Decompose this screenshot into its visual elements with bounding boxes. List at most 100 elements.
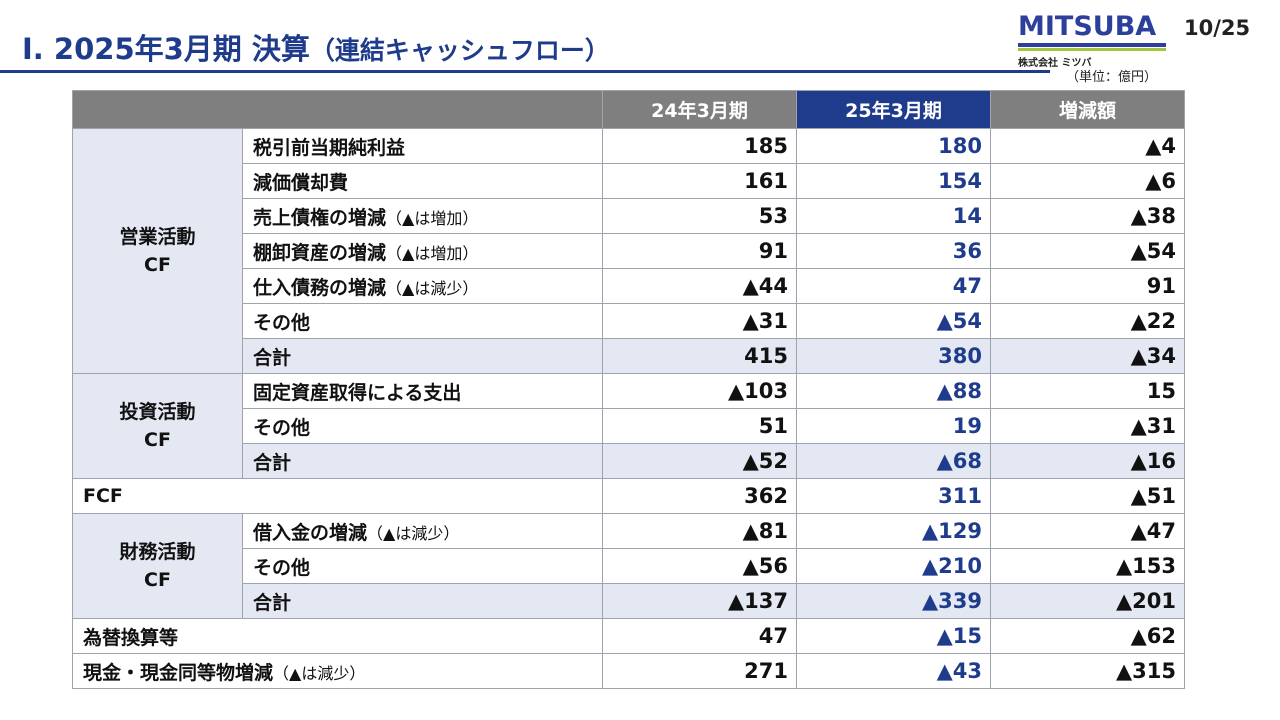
column-header-diff: 増減額 <box>990 90 1185 129</box>
value-current: 36 <box>796 233 991 269</box>
value-diff: ▲4 <box>990 128 1185 164</box>
value-diff: 91 <box>990 268 1185 304</box>
row-label: FCF <box>72 478 603 514</box>
column-header-current: 25年3月期 <box>796 90 991 129</box>
value-diff: ▲34 <box>990 338 1185 374</box>
value-current: 380 <box>796 338 991 374</box>
title-underline <box>0 70 1050 73</box>
row-label: 売上債権の増減（▲は増加） <box>242 198 603 234</box>
value-diff: ▲54 <box>990 233 1185 269</box>
row-label: 合計 <box>242 443 603 479</box>
row-label: 減価償却費 <box>242 163 603 199</box>
value-diff: ▲31 <box>990 408 1185 444</box>
row-label: その他 <box>242 408 603 444</box>
value-current: ▲88 <box>796 373 991 409</box>
table-row: 投資活動 CF 固定資産取得による支出 ▲103 ▲88 15 <box>72 373 1185 479</box>
table-row: 減価償却費 161 154 ▲6 <box>73 163 1185 199</box>
table-row: その他 ▲31 ▲54 ▲22 <box>73 303 1185 339</box>
value-current: ▲339 <box>796 583 991 619</box>
table-row: 現金・現金同等物増減（▲は減少） 271 ▲43 ▲315 <box>72 653 1185 689</box>
value-prev: ▲137 <box>602 583 797 619</box>
table-row: 為替換算等 47 ▲15 ▲62 <box>72 618 1185 654</box>
table-row: 仕入債務の増減（▲は減少） ▲44 47 91 <box>73 268 1185 304</box>
value-prev: ▲44 <box>602 268 797 304</box>
value-current: 19 <box>796 408 991 444</box>
table-row: その他 51 19 ▲31 <box>73 408 1185 444</box>
group-label: 財務活動 <box>119 541 196 563</box>
row-note: （▲は減少） <box>367 523 460 543</box>
value-prev: 91 <box>602 233 797 269</box>
row-label: その他 <box>242 548 603 584</box>
value-prev: 362 <box>602 478 797 514</box>
value-diff: ▲38 <box>990 198 1185 234</box>
value-prev: 51 <box>602 408 797 444</box>
row-label: その他 <box>242 303 603 339</box>
group-investing-cf: 投資活動 CF <box>72 373 243 479</box>
table-row: その他 ▲56 ▲210 ▲153 <box>73 548 1185 584</box>
value-prev: 161 <box>602 163 797 199</box>
group-operating-cf: 営業活動 CF <box>72 128 243 374</box>
row-label: 棚卸資産の増減（▲は増加） <box>242 233 603 269</box>
group-financing-cf: 財務活動 CF <box>72 513 243 619</box>
group-label-cf: CF <box>144 254 171 276</box>
table-row-fcf: FCF 362 311 ▲51 <box>72 478 1185 514</box>
group-label: 営業活動 <box>119 226 196 248</box>
logo-bar-green <box>1018 48 1166 51</box>
table-row: 棚卸資産の増減（▲は増加） 91 36 ▲54 <box>73 233 1185 269</box>
value-current: ▲15 <box>796 618 991 654</box>
page-title: Ⅰ. 2025年3月期 決算（連結キャッシュフロー） <box>22 26 610 68</box>
value-current: 14 <box>796 198 991 234</box>
page-number: 10/25 <box>1184 16 1251 40</box>
value-prev: 271 <box>602 653 797 689</box>
row-label: 税引前当期純利益 <box>242 128 603 164</box>
cash-flow-table: 24年3月期 25年3月期 増減額 営業活動 CF 税引前当期純利益 185 1… <box>72 90 1185 689</box>
row-note: （▲は増加） <box>386 243 479 263</box>
page-title-sub: （連結キャッシュフロー） <box>309 36 610 65</box>
value-current: ▲43 <box>796 653 991 689</box>
value-prev: ▲56 <box>602 548 797 584</box>
row-label: 仕入債務の増減（▲は減少） <box>242 268 603 304</box>
row-label: 合計 <box>242 583 603 619</box>
value-prev: ▲31 <box>602 303 797 339</box>
value-current: ▲210 <box>796 548 991 584</box>
value-current: 154 <box>796 163 991 199</box>
value-prev: ▲52 <box>602 443 797 479</box>
value-diff: ▲16 <box>990 443 1185 479</box>
value-current: 311 <box>796 478 991 514</box>
value-prev: ▲81 <box>602 513 797 549</box>
value-diff: ▲51 <box>990 478 1185 514</box>
value-diff: ▲153 <box>990 548 1185 584</box>
value-prev: ▲103 <box>602 373 797 409</box>
value-prev: 47 <box>602 618 797 654</box>
table-row-total: 合計 ▲52 ▲68 ▲16 <box>73 443 1185 479</box>
row-note: （▲は減少） <box>273 663 366 683</box>
row-label: 為替換算等 <box>72 618 603 654</box>
value-diff: ▲22 <box>990 303 1185 339</box>
value-diff: ▲315 <box>990 653 1185 689</box>
table-row: 営業活動 CF 税引前当期純利益 185 180 ▲4 <box>72 128 1185 374</box>
value-current: 180 <box>796 128 991 164</box>
unit-note: （単位：億円） <box>1066 70 1158 85</box>
value-current: ▲129 <box>796 513 991 549</box>
value-current: 47 <box>796 268 991 304</box>
header-blank <box>72 90 603 129</box>
table-row: 売上債権の増減（▲は増加） 53 14 ▲38 <box>73 198 1185 234</box>
value-current: ▲68 <box>796 443 991 479</box>
row-note: （▲は減少） <box>386 278 479 298</box>
logo-company-name: 株式会社 ミツバ <box>1018 58 1092 69</box>
group-label-cf: CF <box>144 569 171 591</box>
page-title-main: Ⅰ. 2025年3月期 決算 <box>22 32 310 66</box>
value-prev: 415 <box>602 338 797 374</box>
value-diff: ▲47 <box>990 513 1185 549</box>
row-label: 合計 <box>242 338 603 374</box>
group-label-cf: CF <box>144 429 171 451</box>
group-label: 投資活動 <box>119 401 196 423</box>
value-prev: 185 <box>602 128 797 164</box>
row-label: 現金・現金同等物増減（▲は減少） <box>72 653 603 689</box>
logo-bar-blue <box>1018 43 1166 47</box>
value-diff: ▲201 <box>990 583 1185 619</box>
value-diff: ▲6 <box>990 163 1185 199</box>
row-label: 固定資産取得による支出 <box>242 373 603 409</box>
row-label: 借入金の増減（▲は減少） <box>242 513 603 549</box>
